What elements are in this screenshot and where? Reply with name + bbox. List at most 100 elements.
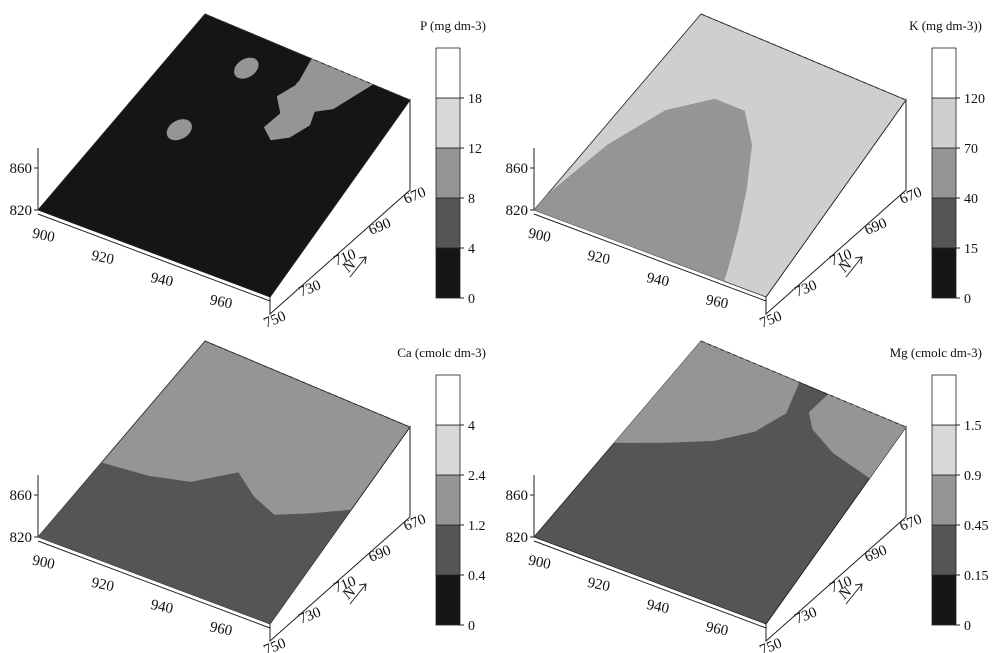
colorbar-bin xyxy=(931,474,957,526)
x-axis-line xyxy=(533,540,767,629)
colorbar-tick-label: 0.45 xyxy=(964,519,989,534)
colorbar-title: Mg (cmolc dm-3) xyxy=(890,345,982,360)
surface-class-region xyxy=(534,98,752,282)
y-tick-label: 750 xyxy=(758,308,785,331)
colorbar-bin xyxy=(435,374,461,426)
x-tick-label: 960 xyxy=(704,292,729,312)
y-tick-label: 670 xyxy=(402,184,429,207)
colorbar-tick-label: 0 xyxy=(468,619,475,634)
x-tick-label: 920 xyxy=(90,575,115,595)
north-arrow-icon xyxy=(845,256,863,278)
surface-class-region xyxy=(614,341,800,443)
colorbar-bin xyxy=(435,247,461,299)
x-tick-label: 960 xyxy=(208,292,233,312)
z-tick-label: 860 xyxy=(506,161,529,177)
x-tick-label: 960 xyxy=(704,619,729,639)
colorbar-tick-label: 0.15 xyxy=(964,569,989,584)
y-tick-label: 710 xyxy=(828,246,855,269)
y-tick-label: 750 xyxy=(758,635,785,653)
colorbar-tick-label: 120 xyxy=(964,92,985,107)
y-tick-label: 670 xyxy=(898,511,925,534)
surface-plot-svg: 820860900920940960750730710690670N00.150… xyxy=(506,340,989,653)
surface-class-region xyxy=(263,58,374,141)
y-tick-label: 670 xyxy=(898,184,925,207)
x-tick-label: 960 xyxy=(208,619,233,639)
soil-map-k: 820 860 900 920 940 960 750 730 710 690 670 N 0 15 40 7… xyxy=(496,0,992,332)
colorbar-tick-label: 0 xyxy=(964,619,971,634)
colorbar-bin xyxy=(931,197,957,249)
soil-map-p: 820 860 900 920 940 960 750 730 710 690 670 N 0 4 8 12 1… xyxy=(0,0,496,332)
colorbar-bin xyxy=(931,524,957,576)
y-tick-label: 710 xyxy=(332,573,359,596)
z-tick-label: 820 xyxy=(506,530,529,546)
z-tick-label: 820 xyxy=(506,203,529,219)
colorbar-bin xyxy=(931,47,957,99)
z-tick-label: 820 xyxy=(10,203,33,219)
colorbar-tick-label: 0 xyxy=(468,292,475,307)
surface-back-edge xyxy=(700,13,907,101)
colorbar-tick-label: 70 xyxy=(964,142,978,157)
surface-class-region xyxy=(166,119,192,141)
surface-plot-svg: 820860900920940960750730710690670N048121… xyxy=(10,13,486,332)
surface-class-region xyxy=(808,394,906,479)
colorbar-tick-label: 1.2 xyxy=(468,519,486,534)
y-tick-label: 750 xyxy=(262,308,289,331)
colorbar-tick-label: 0.9 xyxy=(964,469,982,484)
y-tick-label: 730 xyxy=(793,604,820,627)
colorbar-tick-label: 12 xyxy=(468,142,482,157)
colorbar-tick-label: 18 xyxy=(468,92,482,107)
surface-plot-svg: 820860900920940960750730710690670N015407… xyxy=(506,13,985,332)
x-tick-label: 940 xyxy=(645,270,670,290)
colorbar-tick-label: 8 xyxy=(468,192,475,207)
colorbar-tick-label: 4 xyxy=(468,419,475,434)
y-tick-label: 730 xyxy=(297,604,324,627)
y-tick-label: 750 xyxy=(262,635,289,653)
x-tick-label: 900 xyxy=(31,553,56,573)
colorbar-bin xyxy=(435,474,461,526)
y-tick-label: 690 xyxy=(367,215,394,238)
x-tick-label: 920 xyxy=(586,575,611,595)
colorbar-tick-label: 2.4 xyxy=(468,469,486,484)
z-tick-label: 820 xyxy=(10,530,33,546)
colorbar-bin xyxy=(931,424,957,476)
colorbar-bin xyxy=(931,374,957,426)
y-tick-label: 730 xyxy=(297,277,324,300)
colorbar-bin xyxy=(435,47,461,99)
x-axis-line xyxy=(37,540,271,629)
x-tick-label: 900 xyxy=(527,226,552,246)
x-tick-label: 920 xyxy=(90,248,115,268)
surface-plot-svg: 820860900920940960750730710690670N00.41.… xyxy=(10,340,486,653)
x-tick-label: 900 xyxy=(527,553,552,573)
x-tick-label: 940 xyxy=(149,597,174,617)
colorbar-bin xyxy=(931,147,957,199)
surface-class-region xyxy=(38,462,352,624)
colorbar-bin xyxy=(435,424,461,476)
colorbar-title: K (mg dm-3)) xyxy=(909,18,982,33)
y-tick-label: 690 xyxy=(863,215,890,238)
colorbar-bin xyxy=(931,574,957,626)
x-axis-line xyxy=(37,213,271,302)
x-axis-line xyxy=(533,213,767,302)
colorbar-bin xyxy=(435,524,461,576)
x-tick-label: 940 xyxy=(645,597,670,617)
colorbar-tick-label: 0.4 xyxy=(468,569,486,584)
colorbar-tick-label: 0 xyxy=(964,292,971,307)
x-tick-label: 940 xyxy=(149,270,174,290)
north-arrow-icon xyxy=(349,256,367,278)
y-tick-label: 690 xyxy=(863,542,890,565)
surface-back-edge xyxy=(204,340,411,428)
colorbar-tick-label: 15 xyxy=(964,242,978,257)
colorbar-title: P (mg dm-3) xyxy=(420,18,486,33)
colorbar-tick-label: 1.5 xyxy=(964,419,982,434)
north-arrow-icon xyxy=(349,583,367,605)
z-tick-label: 860 xyxy=(10,488,33,504)
colorbar-bin xyxy=(931,97,957,149)
x-tick-label: 900 xyxy=(31,226,56,246)
y-tick-label: 670 xyxy=(402,511,429,534)
soil-map-ca: 820 860 900 920 940 960 750 730 710 690 670 N 0 0.4 1.… xyxy=(0,327,496,653)
surface-back-edge xyxy=(204,13,411,101)
colorbar-title: Ca (cmolc dm-3) xyxy=(397,345,486,360)
z-tick-label: 860 xyxy=(10,161,33,177)
colorbar-bin xyxy=(435,574,461,626)
colorbar-tick-label: 40 xyxy=(964,192,978,207)
